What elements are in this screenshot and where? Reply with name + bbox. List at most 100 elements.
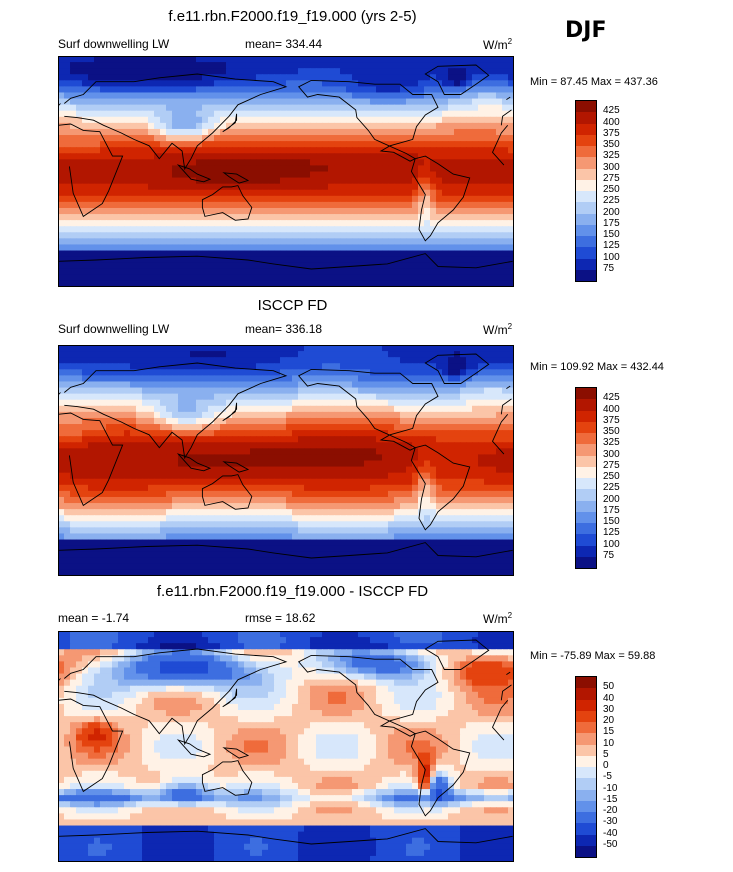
map-cell (238, 244, 245, 252)
map-cell (202, 442, 209, 449)
map-cell (226, 165, 233, 173)
map-cell (280, 116, 287, 124)
map-cell (142, 232, 149, 239)
map-cell (184, 357, 191, 364)
map-cell (430, 56, 437, 63)
map-cell (418, 351, 425, 358)
map-cell (238, 405, 245, 413)
map-cell (172, 399, 179, 407)
map-cell (340, 122, 347, 130)
map-cell (472, 411, 479, 419)
map-cell (412, 135, 419, 142)
map-cell (148, 274, 155, 282)
map-cell (478, 256, 485, 264)
map-cell (370, 436, 377, 443)
map-cell (346, 135, 353, 142)
map-cell (394, 256, 401, 264)
map-cell (352, 74, 359, 81)
map-cell (202, 472, 209, 480)
map-cell (136, 490, 143, 498)
map-cell (232, 189, 239, 197)
map-cell (160, 226, 167, 233)
map-cell (250, 214, 257, 221)
map-cell (262, 478, 269, 486)
map-cell (142, 509, 149, 516)
map-cell (346, 177, 353, 185)
map-cell (502, 68, 509, 75)
map-cell (328, 387, 335, 395)
map-cell (130, 62, 137, 69)
map-cell (376, 165, 383, 173)
map-cell (340, 424, 347, 431)
map-cell (160, 153, 167, 160)
map-cell (136, 411, 143, 419)
map-cell (352, 280, 359, 287)
map-cell (268, 195, 275, 203)
map-cell (358, 454, 365, 462)
map-cell (154, 232, 161, 239)
map-cell (268, 147, 275, 154)
map-cell (220, 411, 227, 419)
map-cell (280, 484, 287, 492)
map-cell (352, 68, 359, 75)
map-cell (274, 436, 281, 443)
map-cell (250, 357, 257, 364)
map-cell (340, 369, 347, 376)
map-cell (310, 56, 317, 63)
map-cell (154, 177, 161, 185)
map-cell (430, 387, 437, 395)
map-cell (196, 116, 203, 124)
map-cell (190, 363, 197, 370)
map-cell (424, 207, 431, 215)
map-cell (448, 104, 455, 112)
map-cell (214, 128, 221, 136)
map-cell (184, 207, 191, 215)
map-cell (88, 417, 95, 425)
map-cell (88, 68, 95, 75)
map-cell (346, 98, 353, 106)
map-cell (142, 86, 149, 94)
map-cell (364, 195, 371, 203)
map-cell (394, 478, 401, 486)
map-cell (280, 226, 287, 233)
map-cell (76, 448, 83, 456)
map-cell (190, 62, 197, 69)
map-cell (136, 232, 143, 239)
map-cell (256, 189, 263, 197)
map-cell (454, 411, 461, 419)
map-cell (418, 274, 425, 282)
map-cell (124, 128, 131, 136)
map-cell (304, 478, 311, 486)
map-cell (460, 141, 467, 148)
map-cell (322, 466, 329, 474)
map-cell (442, 448, 449, 456)
map-cell (412, 110, 419, 118)
map-cell (370, 128, 377, 136)
map-cell (292, 387, 299, 395)
map-cell (310, 375, 317, 383)
map-cell (142, 201, 149, 209)
map-cell (304, 74, 311, 81)
map-cell (100, 238, 107, 246)
map-cell (370, 86, 377, 94)
map-cell (268, 86, 275, 94)
map-cell (190, 399, 197, 407)
map-cell (130, 238, 137, 246)
map-cell (202, 116, 209, 124)
map-cell (376, 262, 383, 270)
map-cell (346, 375, 353, 383)
map-cell (196, 110, 203, 118)
map-cell (232, 98, 239, 106)
map-cell (274, 165, 281, 173)
map-cell (322, 110, 329, 118)
map-cell (262, 399, 269, 407)
map-cell (178, 460, 185, 468)
map-cell (466, 92, 473, 100)
map-cell (154, 62, 161, 69)
map-cell (262, 238, 269, 246)
map-cell (226, 201, 233, 209)
map-cell (82, 153, 89, 160)
map-cell (214, 201, 221, 209)
map-cell (220, 460, 227, 468)
map-cell (370, 116, 377, 124)
